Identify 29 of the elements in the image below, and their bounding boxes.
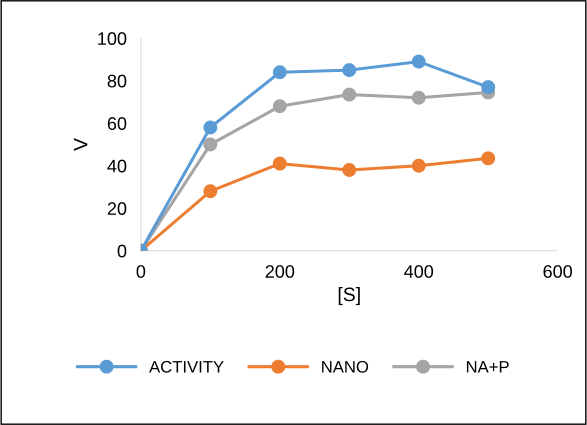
y-tick-label: 20 (108, 202, 126, 215)
x-tick-label: 400 (404, 265, 434, 278)
y-tick-label: 80 (108, 74, 126, 88)
point (412, 90, 426, 105)
y-tick-label: 60 (108, 117, 126, 130)
point (412, 158, 426, 173)
point (412, 54, 426, 69)
point (203, 138, 218, 152)
y-tick-label: 100 (98, 32, 126, 45)
point (272, 156, 287, 171)
legend-label: ACTIVITY (149, 360, 224, 373)
x-tick-label: 0 (136, 265, 146, 278)
point (481, 80, 496, 94)
legend-label: NANO (322, 360, 368, 373)
point (203, 184, 218, 198)
point (203, 120, 218, 134)
point (342, 63, 356, 78)
point (342, 88, 356, 102)
point (272, 65, 287, 80)
y-tick-label: 0 (118, 244, 126, 258)
point (342, 163, 356, 177)
x-tick-label: 600 (544, 265, 572, 278)
x-tick-label: 200 (266, 265, 294, 278)
point (481, 151, 496, 166)
y-tick-label: 40 (107, 160, 126, 172)
legend-label: NA+P (466, 361, 509, 373)
x-axis-title: [S] (338, 287, 360, 306)
y-axis-title: V (74, 138, 88, 151)
point (272, 99, 287, 114)
